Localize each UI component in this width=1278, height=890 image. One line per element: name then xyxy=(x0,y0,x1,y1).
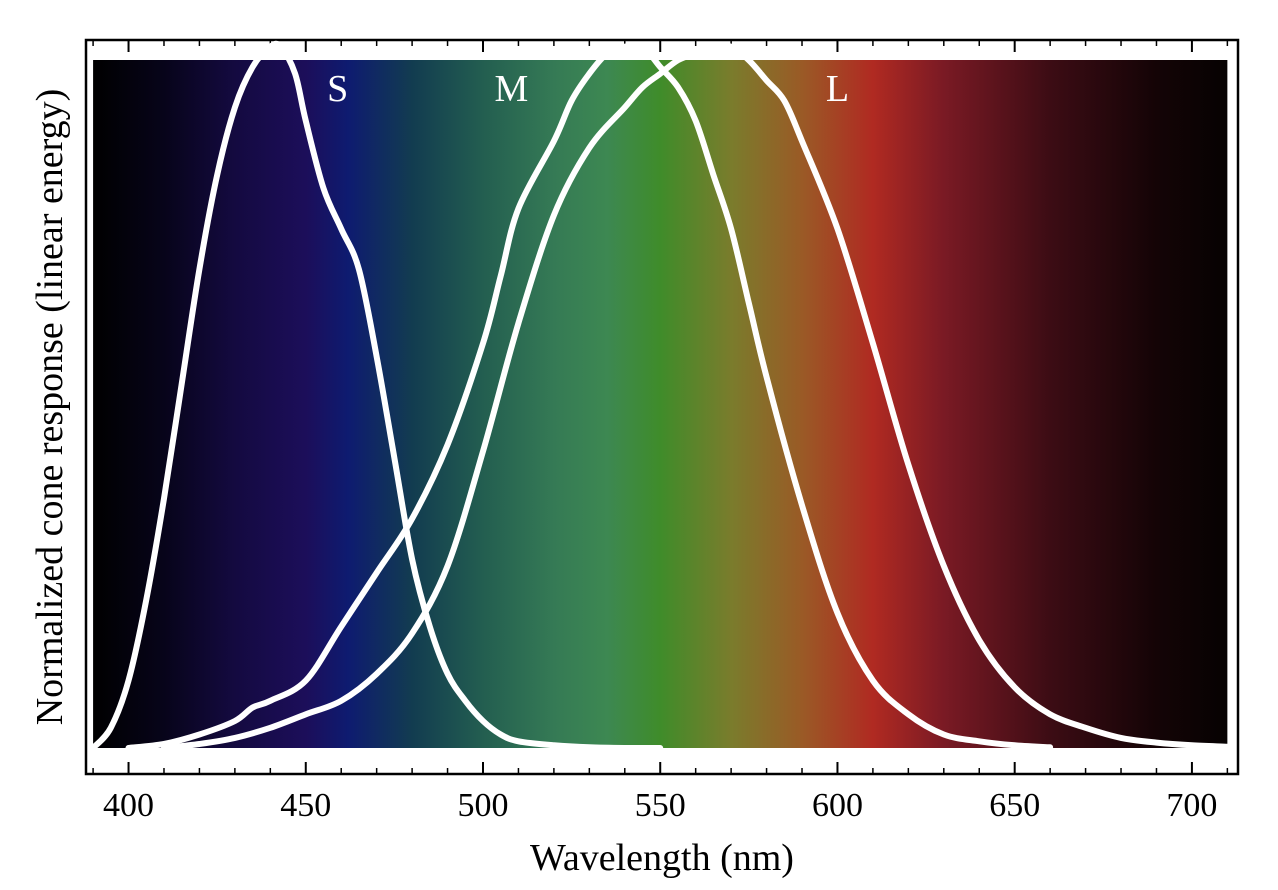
curve-L xyxy=(161,42,1231,751)
x-tick-label-550: 550 xyxy=(635,787,686,824)
curve-label-M: M xyxy=(494,68,528,110)
x-axis-ticks xyxy=(92,40,1229,774)
curve-S xyxy=(90,40,664,752)
x-tick-label-400: 400 xyxy=(103,787,154,824)
x-tick-label-650: 650 xyxy=(989,787,1040,824)
x-axis-tick-labels: 400 450 500 550 600 650 700 xyxy=(103,787,1217,824)
x-axis-title: Wavelength (nm) xyxy=(530,837,794,879)
curve-label-L: L xyxy=(826,68,849,110)
x-tick-label-450: 450 xyxy=(280,787,331,824)
y-axis-title: Normalized cone response (linear energy) xyxy=(29,89,71,726)
x-tick-label-500: 500 xyxy=(457,787,508,824)
cone-curves xyxy=(90,40,1231,752)
curve-M xyxy=(125,41,1054,751)
x-tick-label-700: 700 xyxy=(1166,787,1217,824)
curve-label-S: S xyxy=(327,68,348,110)
spectrum-background xyxy=(93,60,1228,748)
x-tick-label-600: 600 xyxy=(812,787,863,824)
